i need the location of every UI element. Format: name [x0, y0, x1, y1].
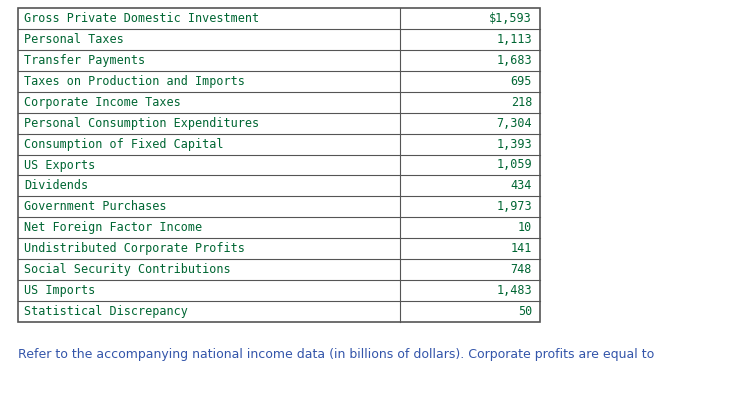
Text: Transfer Payments: Transfer Payments	[24, 54, 145, 67]
Text: Consumption of Fixed Capital: Consumption of Fixed Capital	[24, 138, 223, 150]
Text: 434: 434	[510, 180, 532, 192]
Text: Refer to the accompanying national income data (in billions of dollars). Corpora: Refer to the accompanying national incom…	[18, 348, 654, 361]
Text: Statistical Discrepancy: Statistical Discrepancy	[24, 305, 188, 318]
Text: 695: 695	[510, 75, 532, 88]
Text: Personal Consumption Expenditures: Personal Consumption Expenditures	[24, 117, 259, 129]
Text: 141: 141	[510, 242, 532, 255]
Text: $1,593: $1,593	[489, 12, 532, 25]
Text: Taxes on Production and Imports: Taxes on Production and Imports	[24, 75, 245, 88]
Text: Social Security Contributions: Social Security Contributions	[24, 263, 231, 276]
Text: 10: 10	[518, 221, 532, 234]
Text: 1,113: 1,113	[496, 33, 532, 46]
Text: Personal Taxes: Personal Taxes	[24, 33, 124, 46]
Text: Dividends: Dividends	[24, 180, 88, 192]
Text: 1,483: 1,483	[496, 284, 532, 297]
Text: 50: 50	[518, 305, 532, 318]
Text: 748: 748	[510, 263, 532, 276]
Text: 1,393: 1,393	[496, 138, 532, 150]
Text: US Exports: US Exports	[24, 159, 95, 171]
Text: Corporate Income Taxes: Corporate Income Taxes	[24, 96, 181, 109]
Text: Net Foreign Factor Income: Net Foreign Factor Income	[24, 221, 202, 234]
Text: Government Purchases: Government Purchases	[24, 201, 167, 213]
Text: Undistributed Corporate Profits: Undistributed Corporate Profits	[24, 242, 245, 255]
Text: 7,304: 7,304	[496, 117, 532, 129]
Text: Gross Private Domestic Investment: Gross Private Domestic Investment	[24, 12, 259, 25]
Text: 1,973: 1,973	[496, 201, 532, 213]
Text: 1,683: 1,683	[496, 54, 532, 67]
Text: 1,059: 1,059	[496, 159, 532, 171]
Text: US Imports: US Imports	[24, 284, 95, 297]
Text: 218: 218	[510, 96, 532, 109]
